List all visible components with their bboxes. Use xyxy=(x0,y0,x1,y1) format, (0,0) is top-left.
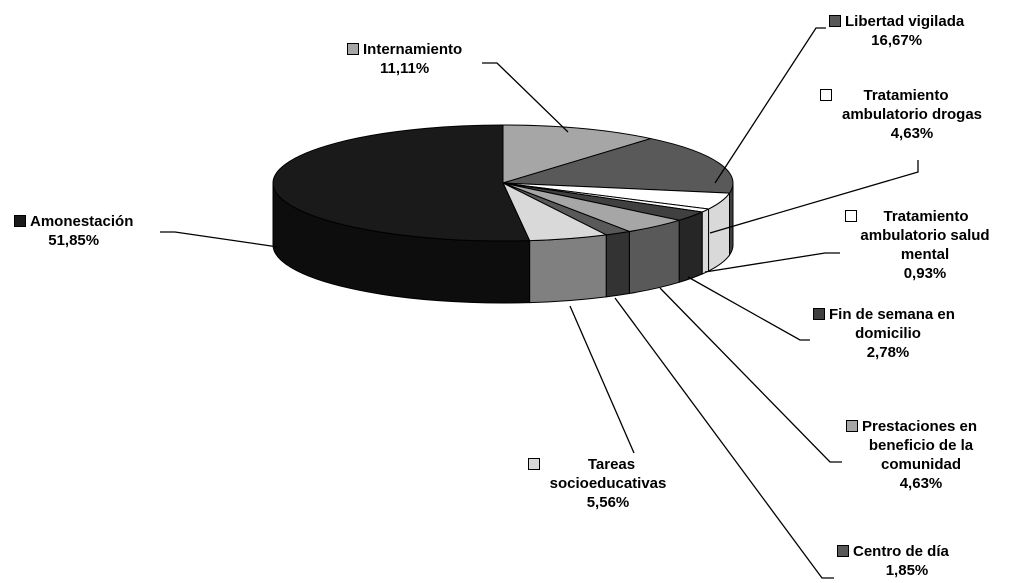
leader-line-tratamiento-drogas xyxy=(709,160,919,234)
label-tratamiento-salud-mental-line2: ambulatorio salud xyxy=(860,227,990,244)
label-libertad-vigilada-value: 16,67% xyxy=(871,32,923,49)
leader-line-internamiento xyxy=(482,62,569,133)
label-amonestacion-value: 51,85% xyxy=(48,232,100,249)
label-centro-de-dia-value: 1,85% xyxy=(885,562,929,579)
legend-swatch-libertad-vigilada xyxy=(829,15,841,27)
pie-slice-libertad-vigilada xyxy=(502,138,734,194)
pie-side-tareas-socioeducativas xyxy=(529,234,607,304)
label-internamiento: Internamiento 11,11% xyxy=(347,40,462,78)
label-tareas-line2: socioeducativas xyxy=(549,475,667,492)
pie-side-tratamiento-ambulatorio-salud-mental xyxy=(701,208,710,275)
leader-line-tratamiento-salud-mental xyxy=(704,252,840,273)
label-libertad-vigilada-name: Libertad vigilada xyxy=(845,13,965,30)
label-internamiento-name: Internamiento xyxy=(363,41,463,58)
label-prestaciones-line3: comunidad xyxy=(880,456,961,473)
label-fin-de-semana-line2: domicilio xyxy=(855,325,921,342)
pie-side-libertad-vigilada xyxy=(729,182,734,257)
legend-swatch-fin-de-semana xyxy=(813,308,825,320)
label-centro-de-dia-name: Centro de día xyxy=(853,543,949,560)
leader-line-libertad-vigilada xyxy=(714,27,826,184)
label-tratamiento-salud-mental-line3: mental xyxy=(900,246,950,263)
label-tareas-value: 5,56% xyxy=(586,494,630,511)
leader-line-tareas-socioeducativas xyxy=(569,305,635,454)
legend-swatch-tratamiento-drogas xyxy=(820,89,832,101)
legend-swatch-tratamiento-salud-mental xyxy=(845,210,857,222)
label-prestaciones: Prestaciones en beneficio de la comunida… xyxy=(846,417,996,493)
leader-line-prestaciones xyxy=(659,287,842,463)
label-tratamiento-drogas-value: 4,63% xyxy=(890,125,934,142)
label-centro-de-dia: Centro de día 1,85% xyxy=(837,542,977,580)
label-prestaciones-line1: Prestaciones en xyxy=(862,418,978,435)
pie-slice-amonestacion xyxy=(272,124,531,242)
label-tratamiento-salud-mental-line1: Tratamiento xyxy=(883,208,969,225)
leader-line-centro-de-dia xyxy=(614,297,834,579)
pie-side-prestaciones-en-beneficio-de-la-comunidad xyxy=(628,219,680,295)
label-tareas-socioeducativas: Tareas socioeducativas 5,56% xyxy=(528,455,688,512)
legend-swatch-prestaciones xyxy=(846,420,858,432)
legend-swatch-tareas-socioeducativas xyxy=(528,458,540,470)
label-amonestacion: Amonestación 51,85% xyxy=(14,212,133,250)
label-tratamiento-drogas-line1: Tratamiento xyxy=(863,87,949,104)
label-tratamiento-salud-mental-value: 0,93% xyxy=(903,265,947,282)
label-prestaciones-value: 4,63% xyxy=(899,475,943,492)
pie-slice-internamiento xyxy=(502,124,651,184)
label-tratamiento-drogas-line2: ambulatorio drogas xyxy=(841,106,983,123)
legend-swatch-amonestacion xyxy=(14,215,26,227)
label-fin-de-semana-line1: Fin de semana en xyxy=(829,306,955,323)
label-tratamiento-salud-mental: Tratamiento ambulatorio salud mental 0,9… xyxy=(845,207,995,283)
label-fin-de-semana: Fin de semana en domicilio 2,78% xyxy=(813,305,963,362)
pie-side-centro-de-dia xyxy=(605,230,630,298)
label-prestaciones-line2: beneficio de la xyxy=(868,437,974,454)
label-tratamiento-drogas: Tratamiento ambulatorio drogas 4,63% xyxy=(820,86,990,143)
label-amonestacion-name: Amonestación xyxy=(30,213,134,230)
legend-swatch-centro-de-dia xyxy=(837,545,849,557)
label-internamiento-value: 11,11% xyxy=(379,60,430,77)
pie-side-fin-de-semana-en-domicilio xyxy=(678,211,703,283)
leader-line-fin-de-semana xyxy=(687,276,810,341)
legend-swatch-internamiento xyxy=(347,43,359,55)
label-libertad-vigilada: Libertad vigilada 16,67% xyxy=(829,12,964,50)
label-fin-de-semana-value: 2,78% xyxy=(866,344,910,361)
leader-line-amonestacion xyxy=(160,231,279,248)
label-tareas-line1: Tareas xyxy=(587,456,636,473)
